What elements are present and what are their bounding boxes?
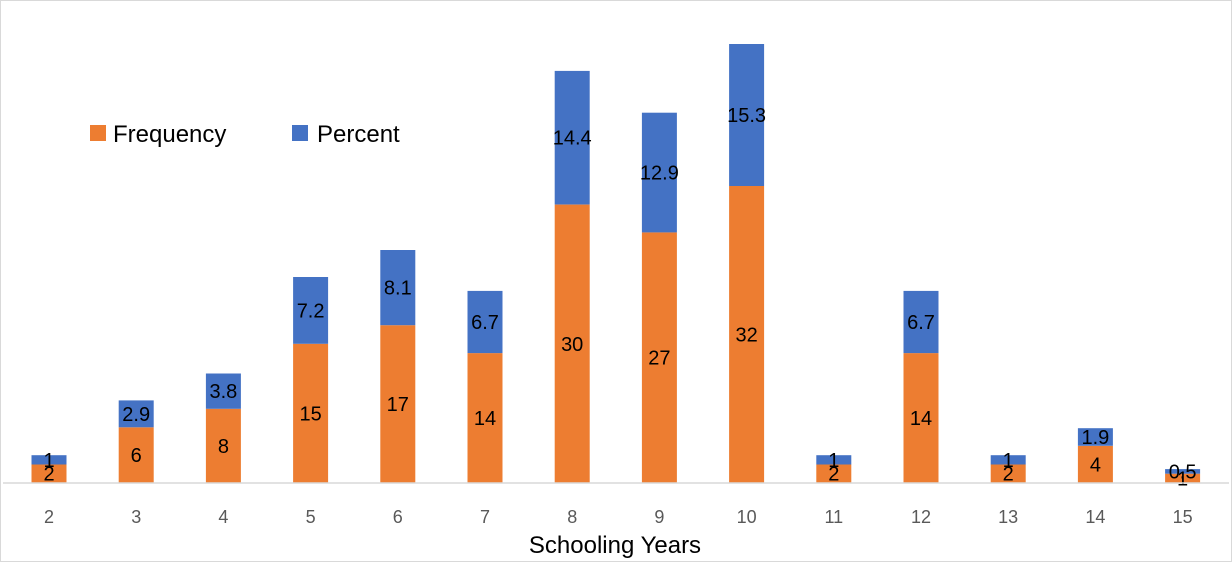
- data-label-percent-2: 1: [43, 450, 54, 472]
- data-label-frequency-11: 2: [828, 464, 839, 486]
- data-label-percent-8: 14.4: [553, 128, 592, 150]
- x-tick-label-2: 2: [44, 507, 54, 527]
- data-label-frequency-12: 14: [910, 408, 932, 430]
- bars-layer: [31, 44, 1201, 483]
- bar-percent-2: [31, 455, 67, 465]
- x-tick-label-3: 3: [131, 507, 141, 527]
- data-label-frequency-6: 17: [387, 394, 409, 416]
- bar-frequency-11: [816, 464, 852, 483]
- bar-percent-8: [554, 70, 590, 205]
- bar-percent-4: [205, 373, 241, 409]
- x-tick-label-7: 7: [480, 507, 490, 527]
- x-tick-label-12: 12: [911, 507, 931, 527]
- bar-frequency-14: [1077, 445, 1113, 483]
- bar-percent-9: [641, 112, 677, 233]
- bar-percent-6: [380, 250, 416, 326]
- data-label-frequency-13: 2: [1003, 464, 1014, 486]
- x-tick-label-6: 6: [393, 507, 403, 527]
- data-label-percent-7: 6.7: [471, 312, 499, 334]
- legend-swatch-percent: [292, 125, 308, 141]
- bar-frequency-2: [31, 464, 67, 483]
- data-label-percent-6: 8.1: [384, 278, 412, 300]
- x-axis-title: Schooling Years: [529, 532, 701, 559]
- bar-percent-5: [293, 277, 329, 344]
- x-tick-label-11: 11: [824, 507, 843, 527]
- data-label-frequency-5: 15: [299, 403, 321, 425]
- data-label-percent-10: 15.3: [727, 105, 766, 127]
- bar-frequency-8: [554, 204, 590, 483]
- data-label-frequency-10: 32: [735, 325, 757, 347]
- x-tick-label-8: 8: [567, 507, 577, 527]
- data-label-percent-4: 3.8: [209, 381, 237, 403]
- bar-percent-13: [990, 455, 1026, 465]
- bar-percent-15: [1165, 469, 1201, 474]
- x-tick-labels: 2 3 4 5 6 7 8 9 10 11 12 13 14 15: [44, 507, 1193, 527]
- bar-frequency-6: [380, 325, 416, 483]
- data-label-percent-5: 7.2: [297, 300, 325, 322]
- bar-frequency-7: [467, 353, 503, 483]
- x-tick-label-5: 5: [306, 507, 316, 527]
- data-label-percent-11: 1: [828, 450, 839, 472]
- legend-swatch-frequency: [90, 125, 106, 141]
- bar-frequency-10: [729, 186, 765, 483]
- x-tick-label-4: 4: [218, 507, 228, 527]
- x-tick-label-10: 10: [737, 507, 757, 527]
- legend-label-frequency: Frequency: [113, 121, 226, 148]
- x-tick-label-14: 14: [1085, 507, 1105, 527]
- bar-percent-10: [729, 44, 765, 186]
- bar-frequency-15: [1165, 473, 1201, 483]
- x-tick-label-9: 9: [654, 507, 664, 527]
- bar-percent-7: [467, 290, 503, 354]
- bar-frequency-9: [641, 232, 677, 483]
- bar-percent-3: [118, 400, 154, 428]
- data-labels-layer: 21 62.983.8157.2178.1146.73014.42712.9321…: [43, 105, 1196, 490]
- bar-frequency-13: [990, 464, 1026, 483]
- data-label-percent-12: 6.7: [907, 312, 935, 334]
- bar-frequency-5: [293, 343, 329, 483]
- bar-frequency-12: [903, 353, 939, 483]
- x-tick-label-13: 13: [998, 507, 1018, 527]
- bar-percent-11: [816, 455, 852, 465]
- data-label-percent-3: 2.9: [122, 404, 150, 426]
- data-label-frequency-15: 1: [1177, 468, 1188, 490]
- bar-frequency-4: [205, 408, 241, 483]
- data-label-frequency-4: 8: [218, 436, 229, 458]
- bar-frequency-3: [118, 427, 154, 483]
- data-label-percent-13: 1: [1003, 450, 1014, 472]
- data-label-frequency-8: 30: [561, 334, 583, 356]
- data-label-frequency-2: 2: [43, 464, 54, 486]
- bar-percent-14: [1077, 428, 1113, 446]
- data-label-frequency-3: 6: [131, 445, 142, 467]
- data-label-percent-9: 12.9: [640, 163, 679, 185]
- data-label-frequency-9: 27: [648, 348, 670, 370]
- data-label-frequency-14: 4: [1090, 454, 1101, 476]
- x-tick-label-15: 15: [1173, 507, 1193, 527]
- legend: Frequency Percent: [90, 121, 400, 148]
- bar-percent-12: [903, 290, 939, 354]
- legend-label-percent: Percent: [317, 121, 400, 148]
- data-label-percent-14: 1.9: [1081, 427, 1109, 449]
- data-label-percent-15: 0.5: [1169, 461, 1197, 483]
- data-label-frequency-7: 14: [474, 408, 496, 430]
